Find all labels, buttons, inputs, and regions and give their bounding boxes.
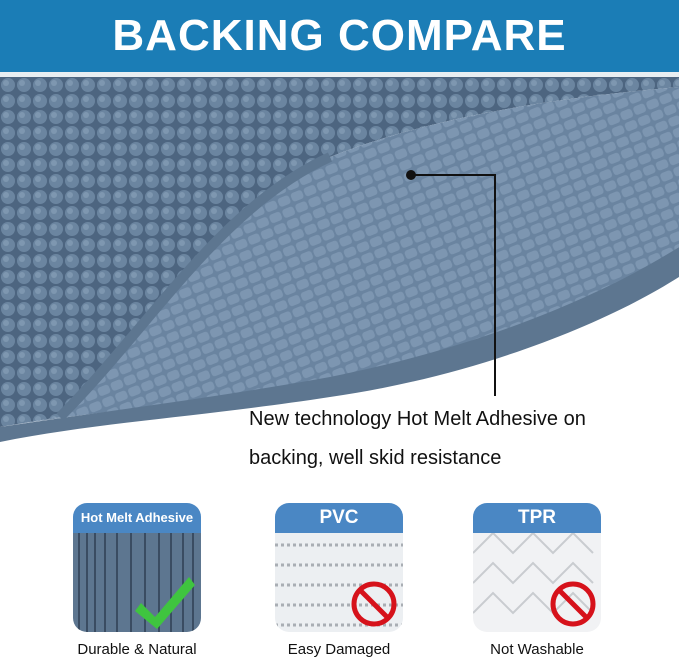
pvc-texture	[275, 533, 403, 632]
pointer-line	[494, 174, 496, 396]
card-label: TPR	[473, 503, 601, 533]
card-label: Hot Melt Adhesive	[73, 503, 201, 533]
divider	[0, 72, 679, 77]
description-line-1: New technology Hot Melt Adhesive on	[249, 408, 586, 430]
hot-melt-texture	[73, 533, 201, 632]
prohibited-icon	[351, 581, 397, 627]
check-icon	[135, 577, 195, 629]
card-tpr: TPR	[473, 503, 601, 632]
header-banner: BACKING COMPARE	[0, 0, 679, 72]
card-pvc: PVC	[275, 503, 403, 632]
card-hot-melt-adhesive: Hot Melt Adhesive	[73, 503, 201, 632]
caption-tpr: Not Washable	[490, 641, 584, 658]
caption-pvc: Easy Damaged	[287, 641, 391, 658]
prohibited-icon	[550, 581, 596, 627]
card-label: PVC	[275, 503, 403, 533]
caption-hot-melt: Durable & Natural	[77, 641, 197, 658]
pointer-line	[411, 174, 495, 176]
mat-backing-photo	[0, 77, 679, 497]
description-line-2: backing, well skid resistance	[249, 447, 502, 469]
tpr-texture	[473, 531, 601, 632]
